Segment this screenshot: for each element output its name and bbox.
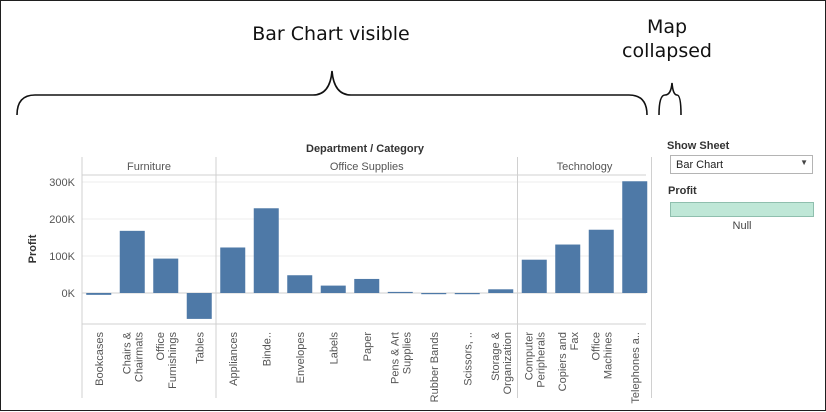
category-label: Furnishings: [167, 332, 179, 389]
y-axis-title: Profit: [27, 234, 39, 263]
show-sheet-selected-value: Bar Chart: [676, 159, 724, 171]
bar: [387, 291, 413, 294]
bar: [253, 208, 279, 293]
bar: [153, 258, 179, 293]
category-label: Storage &: [490, 331, 502, 381]
category-label: Supplies: [401, 332, 413, 375]
bar-chart-brace: [16, 70, 648, 116]
bar-chart-visible-annotation: Bar Chart visible: [252, 23, 410, 45]
bar: [354, 278, 380, 293]
category-label: Binde..: [261, 332, 273, 366]
map-collapsed-line1: Map: [646, 16, 688, 38]
category-label: Computer: [523, 332, 535, 381]
department-panels: Furniture Office Supplies Technology: [81, 157, 652, 398]
bar: [86, 293, 112, 295]
bar: [421, 293, 447, 295]
category-label: Organization: [502, 332, 514, 394]
category-label: Chairs &: [121, 331, 133, 374]
chart-title: Department / Category: [306, 143, 425, 155]
category-label: Tables: [194, 332, 206, 364]
category-label: Chairmats: [133, 332, 145, 383]
map-collapsed-line2: collapsed: [622, 40, 712, 62]
category-label: Paper: [362, 332, 374, 362]
bar: [488, 289, 514, 293]
show-sheet-dropdown[interactable]: Bar Chart ▼: [670, 155, 813, 174]
bar: [320, 285, 346, 293]
department-header: Furniture: [127, 161, 171, 173]
map-brace: [658, 82, 682, 116]
dropdown-arrow-icon[interactable]: ▼: [800, 158, 808, 167]
category-label: Fax: [569, 332, 581, 351]
category-label: Labels: [328, 332, 340, 365]
category-labels: Bookcases Chairs & Chairmats Office Furnishi…: [94, 331, 642, 403]
profit-legend-swatch: [670, 202, 814, 217]
category-label: Copiers and: [557, 332, 569, 391]
map-collapsed-annotation: Map collapsed: [607, 15, 727, 63]
show-sheet-label: Show Sheet: [667, 140, 730, 152]
bar: [521, 259, 547, 293]
category-label: Office: [155, 332, 167, 361]
y-tick-label: 200K: [49, 214, 75, 226]
bar: [220, 247, 246, 293]
category-label: Office: [590, 332, 602, 361]
annotation-braces: [16, 70, 682, 116]
category-label: Telephones a..: [630, 332, 642, 404]
category-label: Machines: [602, 332, 614, 380]
bar: [186, 293, 212, 319]
bar: [622, 181, 648, 293]
category-label: Bookcases: [94, 332, 106, 386]
bars: [86, 181, 648, 319]
department-header: Office Supplies: [330, 161, 404, 173]
category-label: Pens & Art: [389, 332, 401, 384]
y-tick-label: 300K: [49, 177, 75, 189]
category-label: Scissors, ..: [462, 332, 474, 386]
bar: [119, 230, 145, 293]
category-label: Appliances: [228, 332, 240, 386]
bar: [588, 229, 614, 293]
profit-legend-title: Profit: [668, 185, 697, 197]
y-tick-label: 0K: [62, 288, 76, 300]
category-label: Envelopes: [295, 332, 307, 384]
category-label: Rubber Bands: [429, 332, 441, 403]
profit-legend-null-label: Null: [732, 220, 752, 232]
bar: [454, 293, 480, 295]
y-tick-label: 100K: [49, 251, 75, 263]
department-header: Technology: [557, 161, 613, 173]
y-axis-ticks: 300K 200K 100K 0K: [49, 177, 75, 300]
bar: [555, 244, 581, 293]
bar: [287, 275, 313, 293]
category-label: Peripherals: [535, 332, 547, 388]
